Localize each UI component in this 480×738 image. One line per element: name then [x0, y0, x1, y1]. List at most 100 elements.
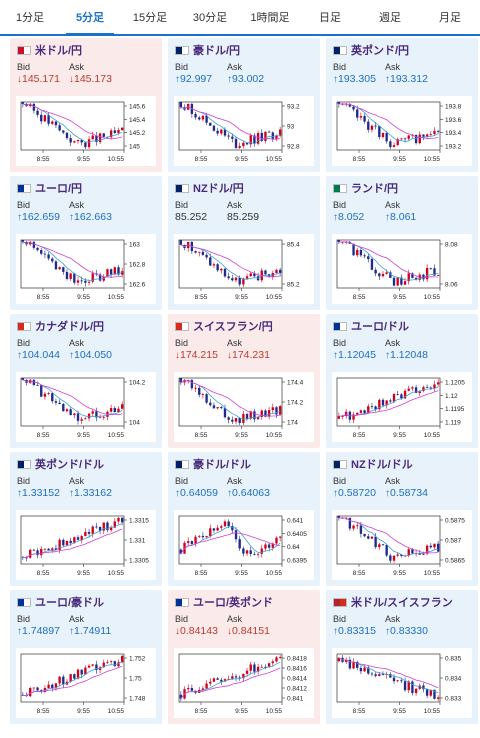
- candle-body: [212, 405, 216, 409]
- pair-name: NZドル/円: [193, 183, 244, 195]
- tab-0[interactable]: 1分足: [15, 12, 45, 24]
- flag-left-part: [18, 460, 25, 468]
- long-moving-average: [338, 390, 439, 417]
- plot-frame: [178, 101, 283, 151]
- rate-card[interactable]: 豪ドル/ドル Bid Ask ↑0.64059 ↑0.64063 0.641 0.6405 0…: [168, 452, 320, 586]
- candle-body: [194, 536, 197, 545]
- ask-price: 1.12048: [390, 349, 428, 361]
- pair-title[interactable]: 豪ドル/ドル: [175, 457, 320, 471]
- pair-title[interactable]: NZドル/ドル: [333, 457, 478, 471]
- chart-container[interactable]: 0.835 0.834 0.833 8:55 9:55 10:55: [332, 648, 472, 718]
- pair-title[interactable]: 英ポンド/ドル: [17, 457, 162, 471]
- candle-body: [209, 528, 212, 537]
- candle-body: [113, 408, 116, 413]
- rate-card[interactable]: ユーロ/ドル Bid Ask ↑1.12045 ↑1.12048 1.1205 1.12 1.…: [326, 314, 478, 448]
- long-moving-average: [22, 665, 123, 697]
- long-moving-average: [180, 106, 281, 140]
- bid-value-cell: 85.252: [175, 211, 227, 223]
- candle-body: [76, 537, 80, 540]
- chart-container[interactable]: 0.8418 0.8416 0.8414 0.8412 0.841 8:55 9:55 10:…: [174, 648, 314, 718]
- tab-4[interactable]: 1時間足: [250, 12, 290, 24]
- candle-body: [256, 132, 260, 144]
- rate-card[interactable]: スイスフラン/円 Bid Ask ↓174.215 ↓174.231 174.4 174.2…: [168, 314, 320, 448]
- tab-2[interactable]: 15分足: [132, 12, 168, 24]
- chart-container[interactable]: 85.4 85.2 8:55 9:55 10:55: [174, 234, 314, 304]
- x-tick-label: 9:55: [235, 156, 248, 163]
- rate-card[interactable]: 英ポンド/円 Bid Ask ↑193.305 ↑193.312 193.8 193.6 19…: [326, 38, 478, 172]
- pair-title[interactable]: ユーロ/豪ドル: [17, 595, 162, 609]
- rate-card[interactable]: ユーロ/豪ドル Bid Ask ↑1.74897 ↑1.74911 1.752 1.75 1.…: [10, 590, 162, 724]
- candle-body: [194, 387, 197, 389]
- flag-right-part: [340, 184, 346, 192]
- chart-container[interactable]: 1.752 1.75 1.748 8:55 9:55 10:55: [16, 648, 156, 718]
- pair-title[interactable]: ランド/円: [333, 181, 478, 195]
- plot-frame: [336, 653, 441, 703]
- candle-body: [29, 549, 32, 558]
- pair-title[interactable]: 米ドル/スイスフラン: [333, 595, 478, 609]
- chart-container[interactable]: 8.08 8.06 8:55 9:55 10:55: [332, 234, 472, 304]
- candle-body: [234, 277, 238, 281]
- rate-card[interactable]: カナダドル/円 Bid Ask ↑104.044 ↑104.050 104.2 104 8:5…: [10, 314, 162, 448]
- y-tick-label: 193.8: [445, 104, 462, 111]
- pair-title[interactable]: カナダドル/円: [17, 319, 162, 333]
- candle-body: [98, 526, 102, 531]
- x-tick-label: 10:55: [266, 294, 283, 301]
- x-tick-label: 9:55: [393, 708, 406, 715]
- y-tick-label: 0.587: [445, 538, 462, 545]
- long-moving-average: [180, 532, 281, 554]
- x-tick-label: 10:55: [424, 294, 441, 301]
- y-tick-label: 1.3315: [129, 518, 149, 525]
- pair-title[interactable]: 豪ドル/円: [175, 43, 320, 57]
- pair-title[interactable]: NZドル/円: [175, 181, 320, 195]
- chart-container[interactable]: 93.2 93 92.8 8:55 9:55 10:55: [174, 96, 314, 166]
- candle-body: [227, 678, 230, 680]
- chart-container[interactable]: 0.5875 0.587 0.5865 8:55 9:55 10:55: [332, 510, 472, 580]
- pair-title[interactable]: ユーロ/ドル: [333, 319, 478, 333]
- rate-card[interactable]: ランド/円 Bid Ask ↑8.052 ↑8.061 8.08 8.06 8:55 9:55 1…: [326, 176, 478, 310]
- candle-body: [374, 536, 377, 548]
- tab-7[interactable]: 月足: [439, 12, 461, 24]
- chart-container[interactable]: 145.6 145.4 145.2 145 8:55 9:55 10:55: [16, 96, 156, 166]
- candle-body: [65, 271, 69, 279]
- rate-card[interactable]: 米ドル/スイスフラン Bid Ask ↑0.83315 ↑0.83330 0.835 0.8…: [326, 590, 478, 724]
- arrow-down-icon: ↓: [227, 350, 232, 361]
- chart-container[interactable]: 193.8 193.6 193.4 193.2 8:55 9:55 10:55: [332, 96, 472, 166]
- candle-body: [242, 414, 245, 423]
- chart-container[interactable]: 1.3315 1.331 1.3305 8:55 9:55 10:55: [16, 510, 156, 580]
- pair-name: NZドル/ドル: [351, 459, 413, 471]
- x-tick-label: 8:55: [195, 708, 208, 715]
- candle-body: [341, 103, 344, 105]
- tab-5[interactable]: 日足: [319, 12, 341, 24]
- candle-body: [396, 554, 399, 556]
- pair-title[interactable]: ユーロ/英ポンド: [175, 595, 320, 609]
- tab-1[interactable]: 5分足: [60, 0, 120, 36]
- chart-container[interactable]: 163 162.8 162.6 8:55 9:55 10:55: [16, 234, 156, 304]
- rate-card[interactable]: NZドル/円 Bid Ask 85.252 85.259 85.4 85.2 8:55 9:55…: [168, 176, 320, 310]
- chart-container[interactable]: 104.2 104 8:55 9:55 10:55: [16, 372, 156, 442]
- candle-body: [352, 106, 355, 110]
- candle-body: [356, 412, 359, 415]
- rate-card[interactable]: NZドル/ドル Bid Ask ↑0.58720 ↑0.58734 0.5875 0.587…: [326, 452, 478, 586]
- chart-container[interactable]: 1.1205 1.12 1.1195 1.119 8:55 9:55 10:55: [332, 372, 472, 442]
- rate-card[interactable]: ユーロ/英ポンド Bid Ask ↓0.84143 ↓0.84151 0.8418 0.84…: [168, 590, 320, 724]
- pair-title[interactable]: 米ドル/円: [17, 43, 162, 57]
- rate-card[interactable]: 米ドル/円 Bid Ask ↓145.171 ↓145.173 145.6 145.4 145…: [10, 38, 162, 172]
- ask-label: Ask: [385, 200, 401, 210]
- candle-body: [392, 677, 396, 682]
- candle-body: [242, 142, 245, 147]
- rate-card[interactable]: ユーロ/円 Bid Ask ↑162.659 ↑162.663 163 162.8 162.6…: [10, 176, 162, 310]
- rate-card[interactable]: 豪ドル/円 Bid Ask ↑92.997 ↑93.002 93.2 93 92.8 8:55 9…: [168, 38, 320, 172]
- candle-body: [227, 276, 230, 279]
- chart-container[interactable]: 0.641 0.6405 0.64 0.6395 8:55 9:55 10:55: [174, 510, 314, 580]
- tab-6[interactable]: 週足: [379, 12, 401, 24]
- pair-title[interactable]: スイスフラン/円: [175, 319, 320, 333]
- pair-title[interactable]: 英ポンド/円: [333, 43, 478, 57]
- candle-body: [245, 550, 249, 554]
- candle-body: [392, 277, 396, 286]
- rate-card[interactable]: 英ポンド/ドル Bid Ask ↑1.33152 ↑1.33162 1.3315 1.331…: [10, 452, 162, 586]
- candle-body: [396, 680, 399, 682]
- pair-title[interactable]: ユーロ/円: [17, 181, 162, 195]
- tab-3[interactable]: 30分足: [192, 12, 228, 24]
- chart-container[interactable]: 174.4 174.2 174 8:55 9:55 10:55: [174, 372, 314, 442]
- bid-label: Bid: [17, 338, 31, 348]
